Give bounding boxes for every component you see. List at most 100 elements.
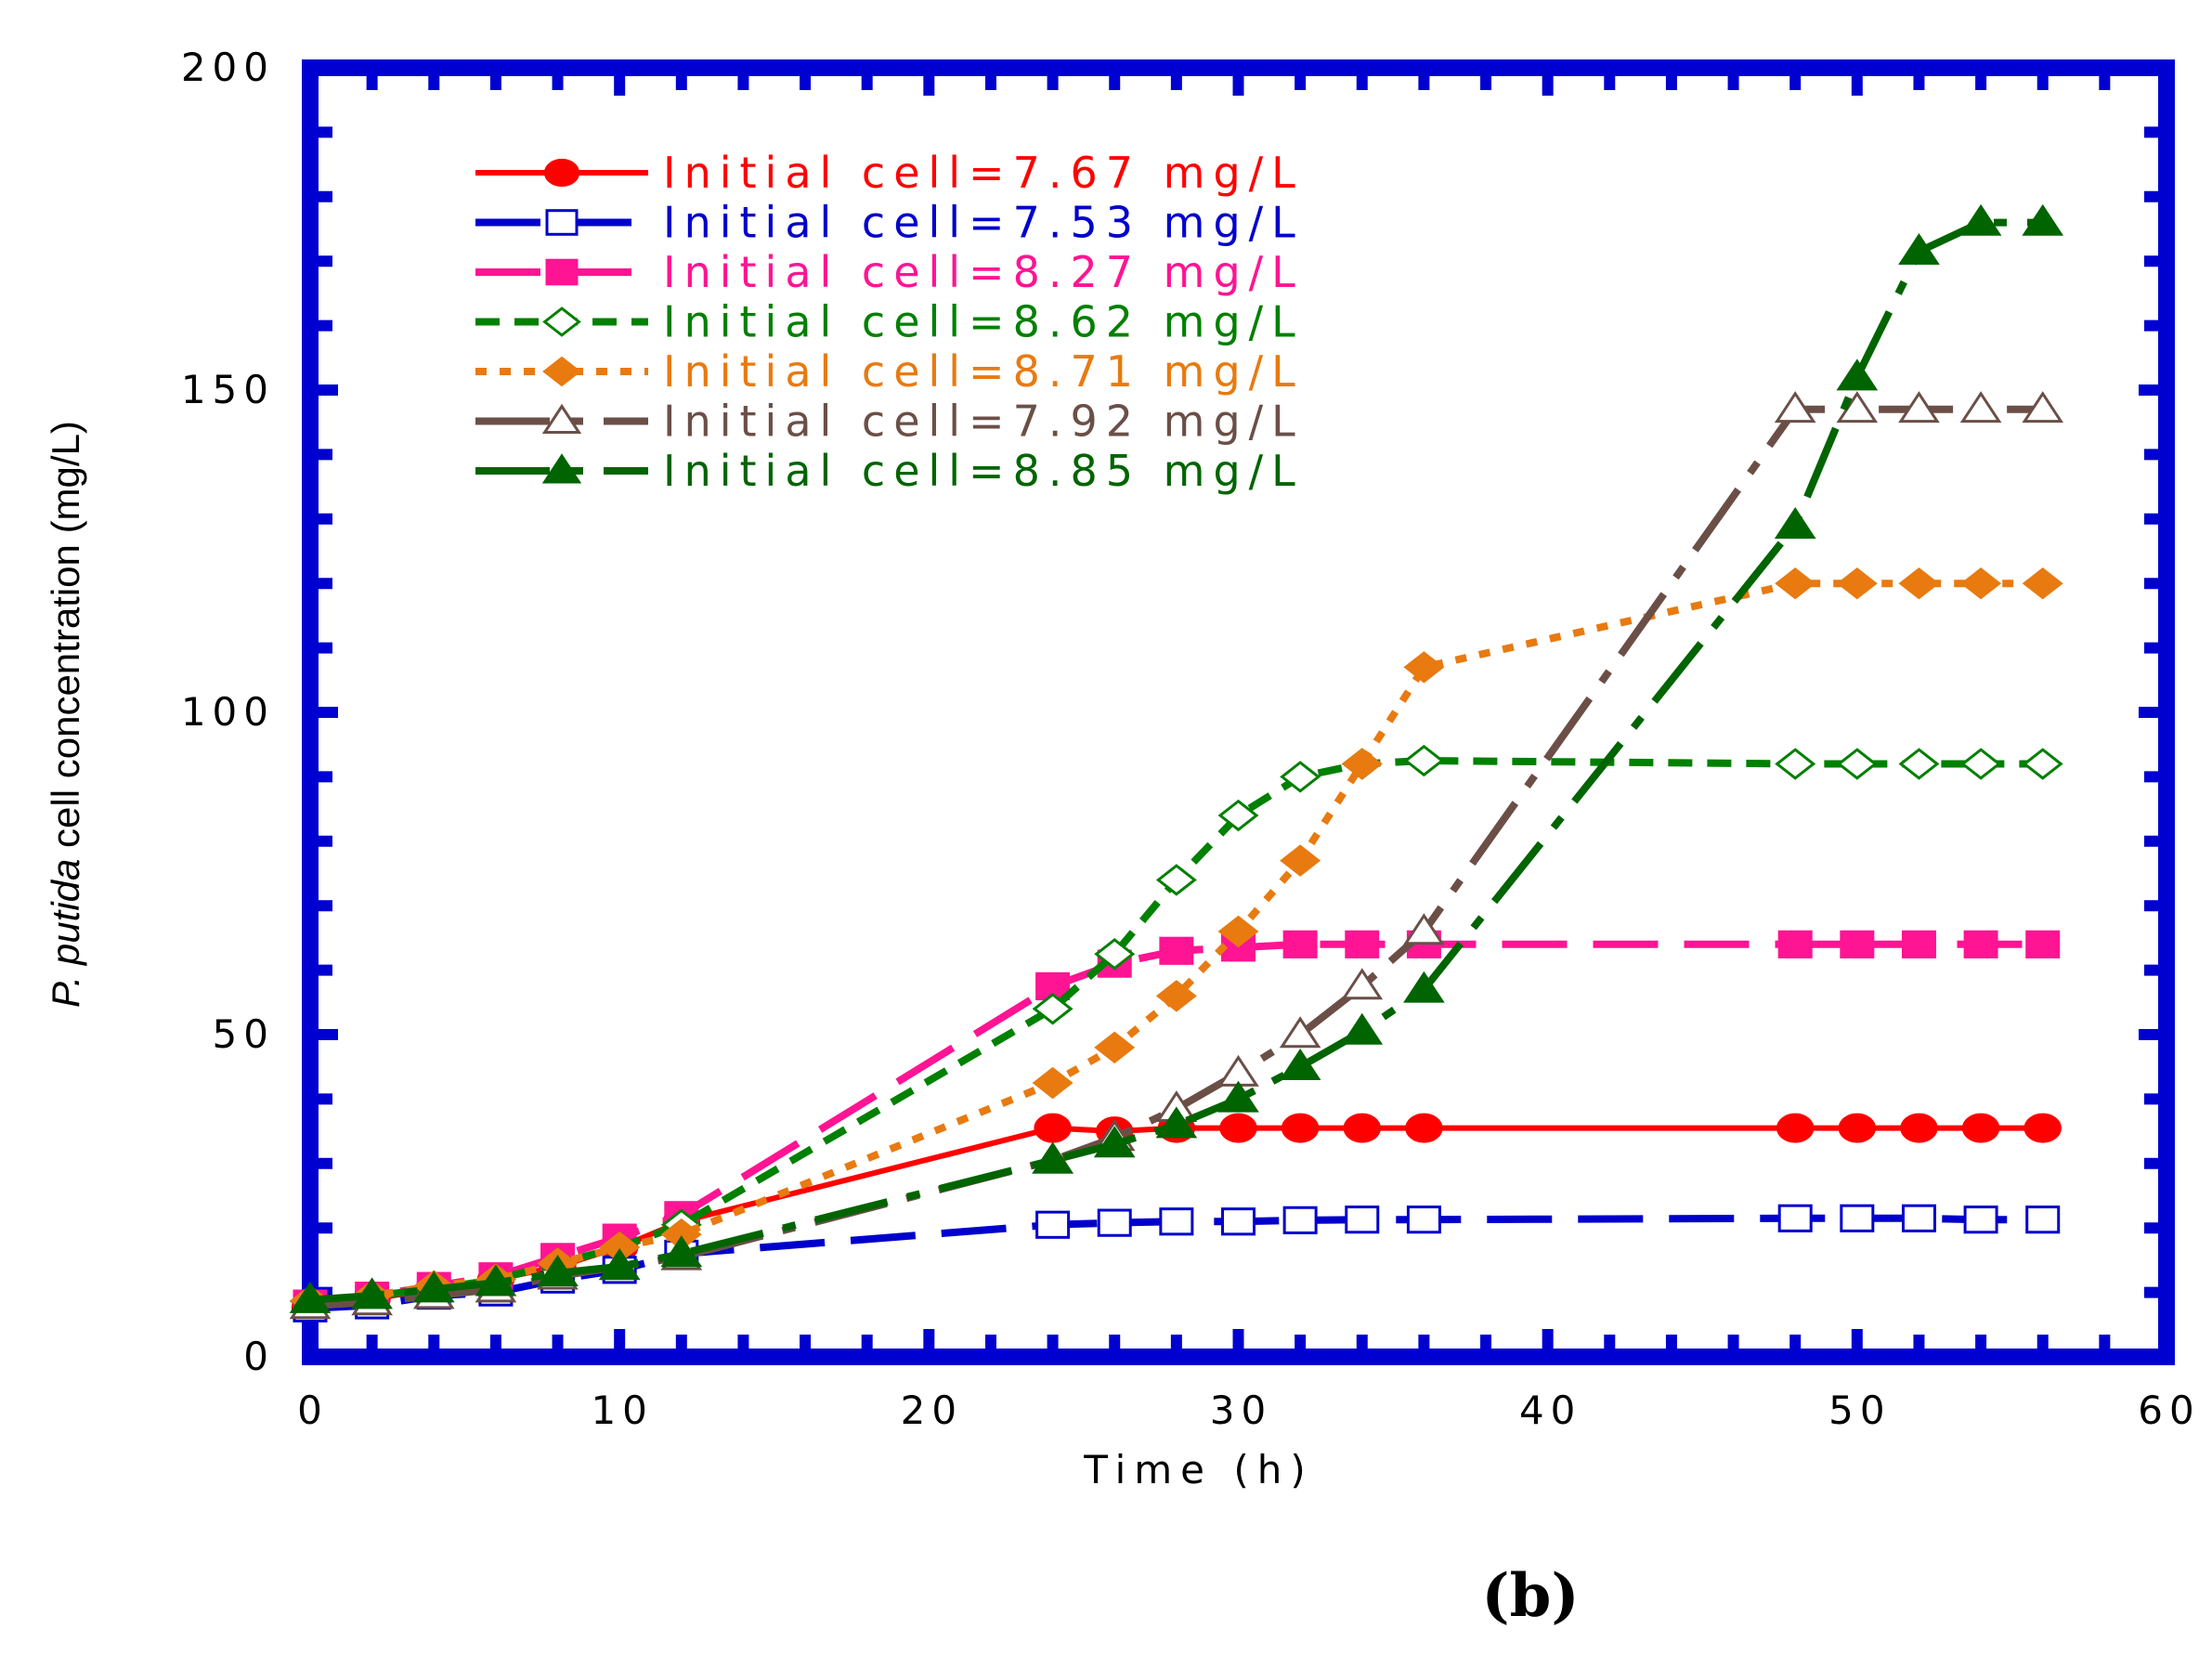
- data-point: Initial cell=8.62 mg/L: (56, 92): [2022, 748, 2063, 780]
- data-point: Initial cell=8.71 mg/L: (48, 120): [1775, 567, 1816, 600]
- data-point: Initial cell=8.71 mg/L: (54, 120): [1960, 567, 2002, 600]
- x-tick-label: 40: [1519, 1388, 1581, 1433]
- data-point: Initial cell=8.27 mg/L: (28, 63): [1159, 936, 1194, 965]
- data-point: Initial cell=8.71 mg/L: (36, 107): [1403, 651, 1445, 684]
- data-point: Initial cell=8.27 mg/L: (32, 64): [1282, 930, 1318, 958]
- data-point: Initial cell=8.62 mg/L: (50, 92): [1836, 748, 1878, 780]
- data-point: Initial cell=8.85 mg/L: (36, 57): [1403, 971, 1445, 1003]
- data-point: Initial cell=7.53 mg/L: (30, 21): [1221, 1207, 1256, 1236]
- legend-label: Initial cell=8.85 mg/L: [663, 446, 1304, 496]
- series-line: [309, 405, 2043, 1310]
- data-point: Initial cell=7.92 mg/L: (34, 57.5): [1341, 968, 1384, 1000]
- y-axis-title-italic: P. putida: [44, 859, 87, 1008]
- data-point: Initial cell=8.71 mg/L: (56, 120): [2022, 567, 2063, 600]
- y-axis-title-rest: cell concentration (mg/L): [44, 421, 87, 859]
- data-point: Initial cell=8.71 mg/L: (32, 77): [1280, 844, 1321, 877]
- data-point: Initial cell=8.85 mg/L: (12, 16): [660, 1235, 703, 1268]
- data-point: Initial cell=8.27 mg/L: (34, 64): [1345, 930, 1380, 958]
- data-point: Initial cell=7.67 mg/L: (30, 35.5): [1219, 1113, 1257, 1143]
- data-point: Initial cell=8.85 mg/L: (56, 176): [2022, 203, 2064, 236]
- data-point: Initial cell=8.85 mg/L: (54, 176): [1959, 203, 2002, 236]
- y-axis-title: P. putida cell concentration (mg/L): [44, 421, 87, 1008]
- legend-entry-7: Initial cell=8.85 mg/L: [475, 446, 1304, 496]
- data-point: Initial cell=8.62 mg/L: (52, 92): [1898, 748, 1940, 780]
- legend-label: Initial cell=8.71 mg/L: [663, 346, 1304, 397]
- data-point: Initial cell=7.67 mg/L: (50, 35.5): [1838, 1113, 1877, 1143]
- data-point: Initial cell=7.53 mg/L: (28, 21): [1159, 1207, 1194, 1236]
- data-point: Initial cell=8.85 mg/L: (10, 14): [598, 1248, 641, 1281]
- x-tick-label: 20: [901, 1388, 963, 1433]
- legend-entry-5: Initial cell=8.71 mg/L: [475, 346, 1304, 397]
- data-point: Initial cell=7.53 mg/L: (26, 20.8): [1097, 1208, 1132, 1237]
- data-point: Initial cell=8.71 mg/L: (30, 66): [1217, 915, 1259, 948]
- data-point: Initial cell=8.85 mg/L: (32, 45): [1279, 1048, 1321, 1080]
- legend-marker: [541, 453, 582, 484]
- data-point: Initial cell=7.67 mg/L: (48, 35.5): [1776, 1113, 1815, 1143]
- data-point: Initial cell=8.71 mg/L: (26, 48): [1094, 1031, 1136, 1064]
- y-tick-label: 0: [243, 1334, 275, 1379]
- data-point: Initial cell=7.53 mg/L: (52, 21.5): [1901, 1204, 1936, 1232]
- data-point: Initial cell=7.53 mg/L: (32, 21.2): [1282, 1205, 1318, 1234]
- x-axis-ticks: 0 10 20 30 40 50 60: [297, 68, 2194, 1433]
- data-point: Initial cell=7.67 mg/L: (34, 35.5): [1343, 1113, 1381, 1143]
- legend-label: Initial cell=7.92 mg/L: [663, 397, 1304, 447]
- data-point: Initial cell=7.53 mg/L: (50, 21.5): [1840, 1204, 1875, 1232]
- y-tick-label: 50: [213, 1011, 275, 1057]
- y-tick-label: 100: [181, 689, 275, 735]
- legend-entry-3: Initial cell=8.27 mg/L: [475, 247, 1295, 297]
- data-point: Initial cell=7.67 mg/L: (56, 35.5): [2023, 1113, 2062, 1143]
- data-point: Initial cell=7.53 mg/L: (36, 21.3): [1406, 1205, 1441, 1234]
- y-axis-ticks: 0 50 100 150 200: [181, 45, 2166, 1379]
- legend-label: Initial cell=7.53 mg/L: [663, 198, 1304, 248]
- data-point: Initial cell=8.71 mg/L: (50, 120): [1836, 567, 1878, 600]
- x-tick-label: 50: [1828, 1388, 1891, 1433]
- legend-label: Initial cell=8.62 mg/L: [663, 297, 1304, 347]
- data-point: Initial cell=8.85 mg/L: (30, 40): [1217, 1080, 1259, 1113]
- data-point: Initial cell=8.85 mg/L: (26, 33): [1093, 1126, 1136, 1158]
- data-point: Initial cell=7.92 mg/L: (54, 147): [1959, 391, 2002, 424]
- data-point: Initial cell=7.53 mg/L: (34, 21.3): [1345, 1205, 1380, 1234]
- data-point: Initial cell=8.71 mg/L: (28, 56): [1155, 980, 1197, 1012]
- data-point: Initial cell=8.71 mg/L: (52, 120): [1898, 567, 1940, 600]
- data-point: Initial cell=8.71 mg/L: (24, 42.5): [1032, 1066, 1073, 1100]
- data-point: Initial cell=7.92 mg/L: (56, 147): [2022, 391, 2064, 424]
- data-point: Initial cell=8.62 mg/L: (28, 74): [1155, 864, 1197, 896]
- data-point: Initial cell=8.85 mg/L: (0, 8.85): [289, 1281, 332, 1313]
- data-point: Initial cell=8.85 mg/L: (24, 30.5): [1032, 1141, 1073, 1174]
- data-point: Initial cell=7.92 mg/L: (48, 147): [1774, 391, 1816, 424]
- data-point: Initial cell=8.62 mg/L: (54, 92): [1960, 748, 2002, 780]
- data-point: Initial cell=7.67 mg/L: (32, 35.5): [1281, 1113, 1320, 1143]
- data-point: Initial cell=8.27 mg/L: (52, 64): [1901, 930, 1936, 958]
- legend-marker: [545, 209, 579, 236]
- data-point: Initial cell=7.67 mg/L: (52, 35.5): [1900, 1113, 1938, 1143]
- data-point: Initial cell=7.67 mg/L: (54, 35.5): [1961, 1113, 2000, 1143]
- legend-marker: [542, 306, 581, 337]
- data-point: Initial cell=8.85 mg/L: (6, 11.5): [475, 1264, 517, 1297]
- data-point: Initial cell=7.53 mg/L: (56, 21.3): [2025, 1205, 2061, 1234]
- data-point: Initial cell=8.85 mg/L: (52, 171.5): [1898, 233, 1940, 266]
- y-tick-label: 200: [181, 45, 275, 90]
- legend-entry-6: Initial cell=7.92 mg/L: [475, 397, 1304, 447]
- x-tick-label: 30: [1210, 1388, 1272, 1433]
- legend-marker: [542, 356, 581, 387]
- data-point: Initial cell=7.92 mg/L: (36, 66): [1403, 913, 1445, 945]
- panel-label: (b): [1481, 1561, 1579, 1631]
- data-point: Initial cell=8.62 mg/L: (32, 90): [1280, 761, 1321, 793]
- data-point: Initial cell=8.85 mg/L: (48, 129): [1774, 507, 1816, 539]
- data-point: Initial cell=8.27 mg/L: (50, 64): [1840, 930, 1875, 958]
- data-point: Initial cell=8.62 mg/L: (26, 62.5): [1094, 938, 1136, 971]
- data-point: Initial cell=8.62 mg/L: (36, 92.5): [1403, 744, 1445, 777]
- data-point: Initial cell=7.92 mg/L: (52, 147): [1898, 391, 1940, 424]
- data-point: Initial cell=8.27 mg/L: (48, 64): [1777, 930, 1813, 958]
- x-axis-title: Time (h): [1083, 1447, 1314, 1492]
- data-point: Initial cell=8.27 mg/L: (56, 64): [2025, 930, 2061, 958]
- series-7: Initial cell=8.85 mg/L: (0, 8.85) Initial…: [289, 203, 2064, 1313]
- data-point: Initial cell=8.85 mg/L: (2, 9.5): [351, 1277, 393, 1310]
- data-point: Initial cell=7.53 mg/L: (24, 20.5): [1035, 1210, 1071, 1239]
- legend-marker: [545, 258, 579, 286]
- x-tick-label: 0: [297, 1388, 329, 1433]
- legend-entry-2: Initial cell=7.53 mg/L: [475, 198, 1304, 248]
- data-point: Initial cell=7.67 mg/L: (36, 35.5): [1405, 1113, 1443, 1143]
